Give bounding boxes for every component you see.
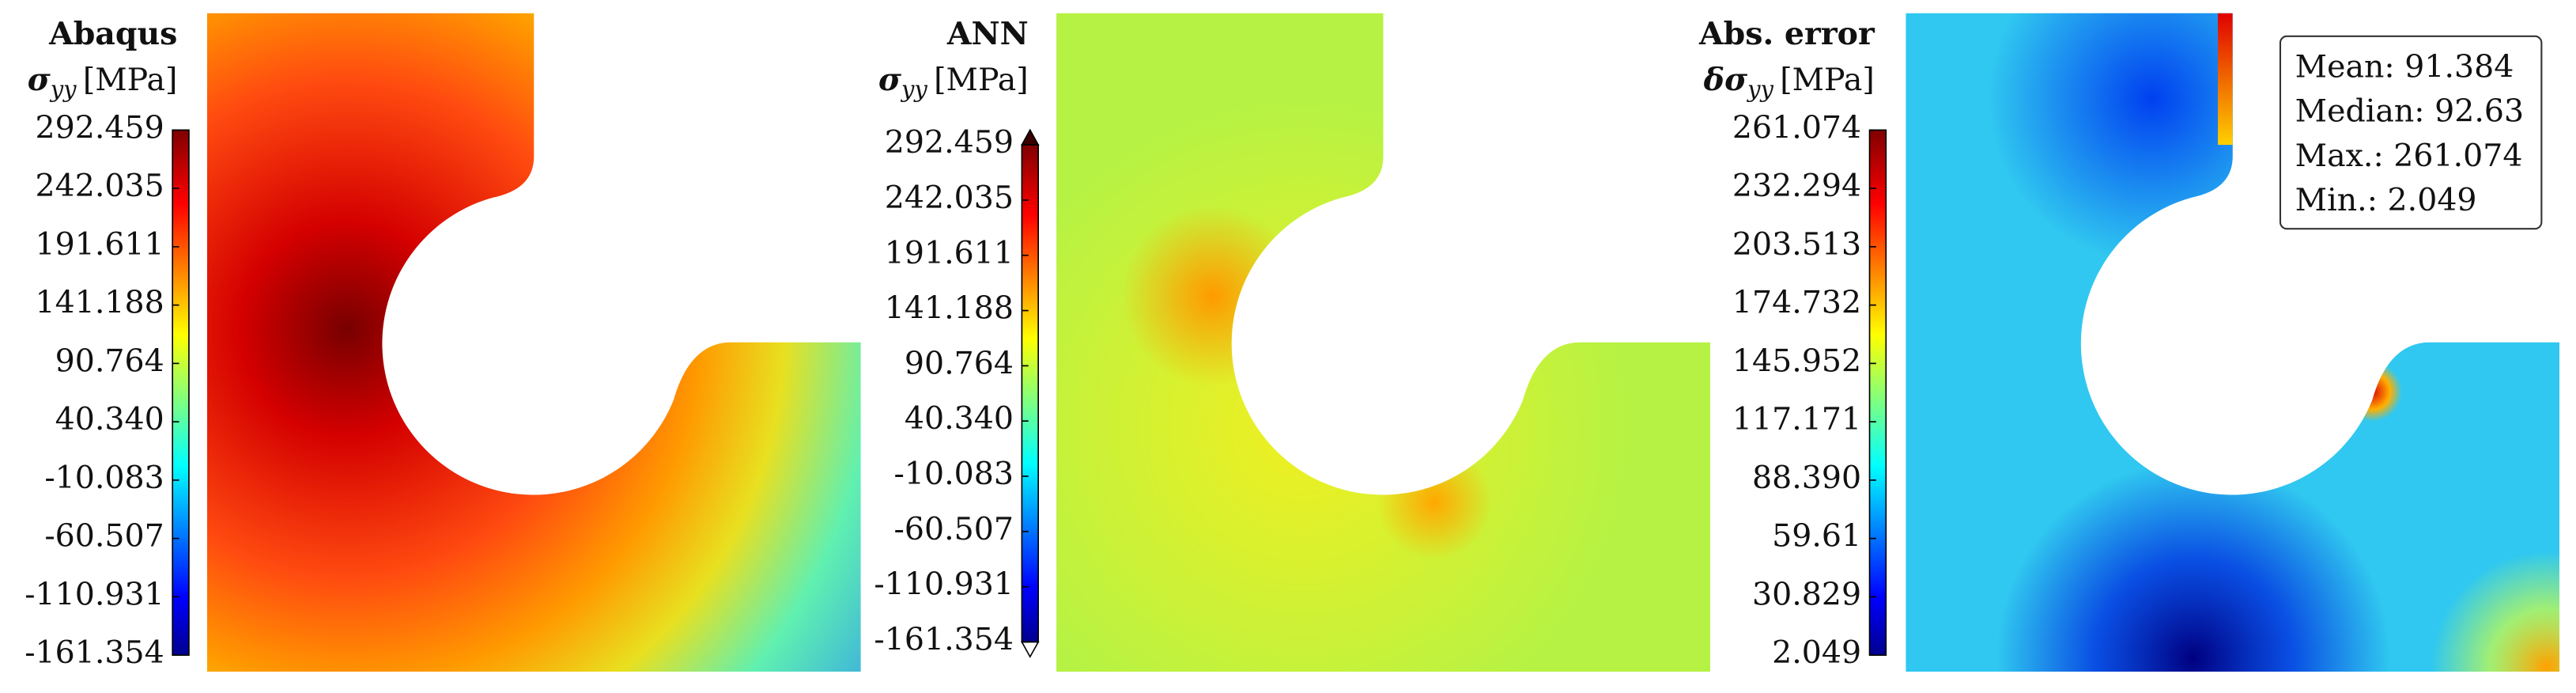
stats-line: Min.: 2.049 <box>2295 182 2477 218</box>
colorbar-tick-label: 242.035 <box>885 180 1014 216</box>
stats-line: Max.: 261.074 <box>2295 138 2523 174</box>
colorbar-tick-label: 88.390 <box>1752 460 1861 496</box>
panel-title: Abs. error <box>1698 16 1875 52</box>
panel-title: ANN <box>946 16 1029 52</box>
quantity-symbol: σ <box>28 62 51 98</box>
colorbar-tick-label: 174.732 <box>1732 285 1861 321</box>
colorbar-tick-label: 59.61 <box>1772 518 1861 555</box>
colorbar-tick-label: 90.764 <box>55 343 164 379</box>
colorbar-tick-label: 40.340 <box>55 401 164 437</box>
colorbar-tick-label: -60.507 <box>894 511 1014 547</box>
colorbar-tick-label: 141.188 <box>885 290 1014 327</box>
colorbar-tick-label: -161.354 <box>874 621 1014 657</box>
colorbar-tick-label: 117.171 <box>1732 401 1861 437</box>
stats-line: Mean: 91.384 <box>2295 48 2514 85</box>
colorbar-tick-label: 191.611 <box>36 226 164 263</box>
panel-title: Abaqus <box>48 16 177 52</box>
colorbar-tick-label: 292.459 <box>36 109 164 146</box>
quantity-subscript: yy <box>900 75 927 102</box>
colorbar-tick-label: 242.035 <box>36 168 164 204</box>
colorbar-extend-min <box>1020 641 1040 658</box>
colorbar-tick-label: -110.931 <box>874 566 1014 603</box>
colorbar-tick-label: -10.083 <box>894 456 1014 492</box>
colorbar-tick-label: 292.459 <box>885 124 1014 161</box>
colorbar <box>1021 144 1040 643</box>
stats-box <box>2279 35 2543 230</box>
quantity-label: δσyy [MPa] <box>1703 62 1875 102</box>
colorbar-tick-label: 145.952 <box>1732 343 1861 379</box>
field-ann <box>1056 13 1710 672</box>
colorbar-extend-max <box>1020 128 1040 146</box>
colorbar-tick-label: -110.931 <box>25 576 164 612</box>
colorbar-tick-label: 261.074 <box>1732 109 1861 146</box>
colorbar-tick-label: 90.764 <box>905 345 1014 381</box>
colorbar <box>1868 129 1887 656</box>
quantity-subscript: yy <box>1746 75 1773 102</box>
quantity-label: σyy [MPa] <box>28 62 178 102</box>
quantity-subscript: yy <box>49 75 77 102</box>
quantity-unit: [MPa] <box>1780 62 1875 98</box>
colorbar-tick-label: -161.354 <box>25 634 164 671</box>
quantity-symbol: σ <box>878 62 902 98</box>
colorbar-tick-label: 40.340 <box>905 400 1014 437</box>
colorbar-tick-label: 203.513 <box>1732 226 1861 263</box>
colorbar-tick-label: -10.083 <box>44 460 164 496</box>
colorbar-tick-label: -60.507 <box>44 518 164 555</box>
quantity-unit: [MPa] <box>83 62 178 98</box>
colorbar-tick-label: 191.611 <box>885 235 1014 271</box>
quantity-unit: [MPa] <box>934 62 1029 98</box>
colorbar-tick-label: 30.829 <box>1752 576 1861 612</box>
colorbar-tick-label: 2.049 <box>1772 634 1861 671</box>
colorbar-tick-label: 141.188 <box>36 285 164 321</box>
quantity-symbol: δσ <box>1703 62 1748 98</box>
colorbar <box>172 129 190 656</box>
colorbar-tick-label: 232.294 <box>1732 168 1861 204</box>
stats-line: Median: 92.63 <box>2295 93 2524 130</box>
field-abaqus <box>206 13 861 672</box>
quantity-label: σyy [MPa] <box>878 62 1029 102</box>
